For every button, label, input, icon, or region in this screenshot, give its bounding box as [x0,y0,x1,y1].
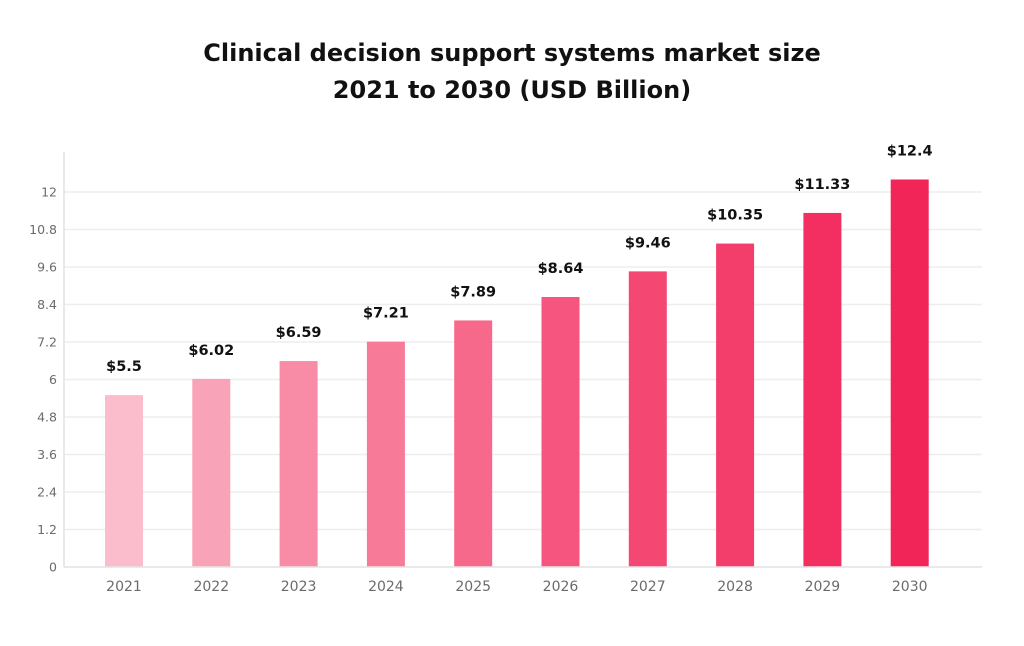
x-tick-label: 2027 [630,579,666,595]
bar-2029 [803,212,842,567]
y-tick-label: 1.2 [37,522,57,537]
chart-title-line-2: 2021 to 2030 (USD Billion) [333,76,691,104]
x-tick-label: 2022 [193,579,229,595]
y-tick-label: 8.4 [37,297,57,312]
bar-2022 [192,378,231,567]
data-label-2027: $9.46 [625,235,671,251]
y-tick-label: 9.6 [37,260,57,275]
y-tick-label: 2.4 [37,485,57,500]
x-tick-label: 2024 [368,579,404,595]
data-label-2024: $7.21 [363,306,409,322]
x-tick-label: 2028 [717,579,753,595]
y-tick-label: 10.8 [29,222,57,237]
x-tick-label: 2023 [281,579,317,595]
bar-2028 [716,243,755,567]
bar-2024 [366,341,405,567]
y-axis-ticks: 0 1.2 2.4 3.6 4.8 6 7.2 8.4 9.6 10.8 12 [29,185,57,575]
y-tick-label: 3.6 [37,447,57,462]
data-label-2022: $6.02 [188,343,234,359]
data-label-2028: $10.35 [707,208,763,224]
bar-2023 [279,361,318,567]
bar-2021 [105,395,143,567]
x-tick-label: 2021 [106,579,142,595]
y-tick-label: 4.8 [37,410,57,425]
y-tick-label: 7.2 [37,335,57,350]
x-tick-label: 2025 [455,579,491,595]
bar-2027 [628,271,667,567]
x-tick-label: 2030 [892,579,928,595]
data-label-2029: $11.33 [794,177,850,193]
data-label-2025: $7.89 [450,284,496,300]
y-tick-label: 12 [41,185,57,200]
data-label-2021: $5.5 [106,359,142,375]
chart-title-line-1: Clinical decision support systems market… [203,39,820,67]
x-tick-label: 2026 [543,579,579,595]
bar-2025 [454,320,493,567]
y-tick-label: 0 [49,560,57,575]
data-label-2023: $6.59 [276,325,322,341]
bars [105,179,929,567]
bar-2030 [890,179,929,567]
data-label-2026: $8.64 [538,261,584,277]
data-label-2030: $12.4 [887,144,933,160]
data-labels: $5.5 $6.02 $6.59 $7.21 $7.89 $8.64 $9.46 $10.35… [106,144,933,376]
bar-2026 [541,297,580,567]
x-axis-ticks: 2021 2022 2023 2024 2025 2026 2027 2028 2029 2030 [106,579,927,595]
x-tick-label: 2029 [805,579,841,595]
y-tick-label: 6 [49,372,57,387]
